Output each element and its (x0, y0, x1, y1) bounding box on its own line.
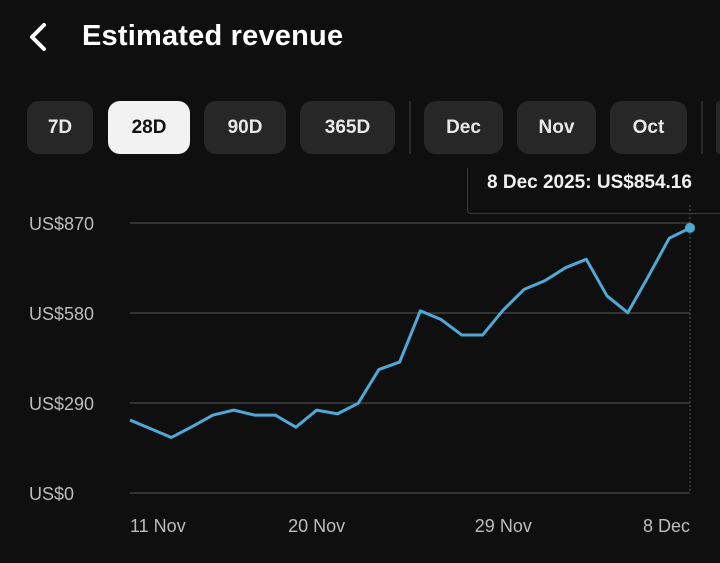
range-7d-button[interactable]: 7D (27, 101, 93, 154)
chevron-left-icon (30, 23, 46, 51)
highlighted-point (685, 222, 695, 233)
revenue-line (129, 226, 691, 439)
y-tick-label: US$580 (29, 304, 94, 324)
x-tick-label: 11 Nov (130, 516, 186, 536)
tooltip-text: 8 Dec 2025: US$854.16 (487, 172, 692, 193)
y-tick-label: US$0 (29, 484, 74, 504)
month-dec-button[interactable]: Dec (424, 101, 503, 154)
page-title: Estimated revenue (82, 20, 344, 52)
more-range-button[interactable] (716, 101, 720, 154)
month-nov-button[interactable]: Nov (517, 101, 596, 154)
x-tick-label: 8 Dec (643, 516, 690, 536)
range-28d-button[interactable]: 28D (108, 101, 190, 154)
range-365d-button[interactable]: 365D (300, 101, 395, 154)
back-button[interactable] (22, 20, 56, 54)
y-tick-label: US$290 (29, 394, 94, 414)
range-90d-button[interactable]: 90D (204, 101, 286, 154)
divider (409, 101, 411, 154)
divider (701, 101, 703, 154)
x-tick-label: 29 Nov (475, 516, 532, 536)
y-tick-label: US$870 (29, 214, 94, 234)
x-tick-label: 20 Nov (288, 516, 345, 536)
month-oct-button[interactable]: Oct (610, 101, 687, 154)
chart-tooltip: 8 Dec 2025: US$854.16 (467, 168, 720, 214)
